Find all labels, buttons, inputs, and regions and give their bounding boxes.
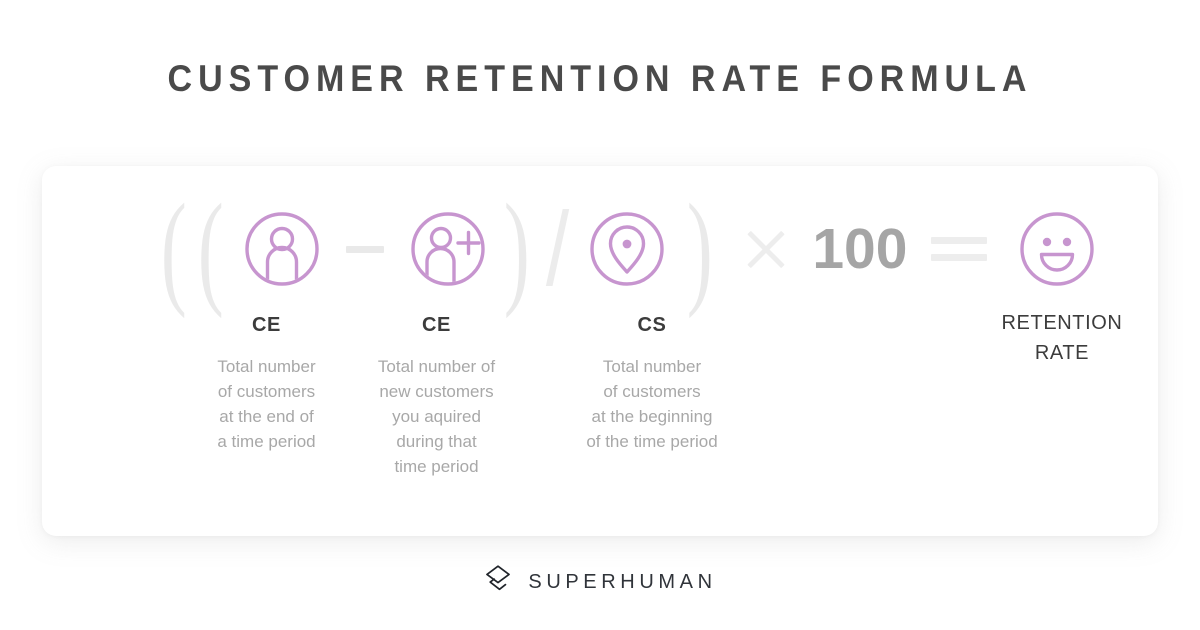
term-labels: CE Total number of customers at the end …	[42, 312, 1158, 514]
person-icon	[242, 209, 322, 289]
result-line-1: RETENTION	[1001, 312, 1123, 334]
term-desc-line: a time period	[217, 432, 316, 451]
term-desc-line: of customers	[217, 382, 316, 401]
formula-card: ( (	[42, 166, 1158, 536]
term-desc-line: at the end of	[219, 407, 314, 426]
term-code: CE	[252, 314, 281, 336]
term-desc-line: of customers	[603, 382, 701, 401]
term-description: Total number of new customers you aquire…	[334, 354, 539, 479]
smiley-face-icon	[1017, 209, 1097, 289]
multiplier-value: 100	[812, 216, 908, 281]
term-desc-line: time period	[394, 457, 479, 476]
formula-expression: ( (	[42, 185, 1158, 312]
term-description: Total number of customers at the beginni…	[532, 354, 772, 454]
person-add-icon	[408, 209, 488, 289]
term-desc-line: Total number	[217, 357, 316, 376]
term-description: Total number of customers at the end of …	[164, 354, 369, 454]
result-label: RETENTION RATE	[952, 308, 1172, 368]
term-desc-line: during that	[396, 432, 477, 451]
term-customers-start: CS Total number of customers at the begi…	[532, 314, 772, 454]
page-title: CUSTOMER RETENTION RATE FORMULA	[167, 58, 1033, 99]
minus-operator	[345, 245, 384, 253]
open-paren-2: (	[198, 178, 224, 319]
close-paren-1: )	[503, 178, 530, 319]
term-desc-line: of the time period	[586, 432, 718, 451]
brand-wordmark: SUPERHUMAN	[528, 570, 717, 593]
equals-operator	[931, 236, 988, 262]
term-desc-line: new customers	[379, 382, 494, 401]
term-code: CS	[637, 314, 667, 336]
divide-operator: /	[546, 190, 570, 308]
term-desc-line: Total number	[602, 357, 702, 376]
footer-branding: SUPERHUMAN	[0, 563, 1200, 598]
term-customers-end: CE Total number of customers at the end …	[164, 314, 369, 454]
map-pin-icon	[587, 209, 667, 289]
term-customers-new: CE Total number of new customers you aqu…	[334, 314, 539, 479]
term-desc-line: you aquired	[392, 407, 481, 426]
term-desc-line: Total number of	[377, 357, 496, 376]
stacked-diamonds-logo-icon	[483, 563, 513, 598]
open-paren-1: (	[160, 178, 187, 319]
term-desc-line: at the beginning	[591, 407, 713, 426]
multiply-operator	[744, 227, 788, 271]
result-line-2: RATE	[1034, 342, 1090, 364]
close-paren-2: )	[686, 178, 713, 319]
term-code: CE	[422, 314, 451, 336]
